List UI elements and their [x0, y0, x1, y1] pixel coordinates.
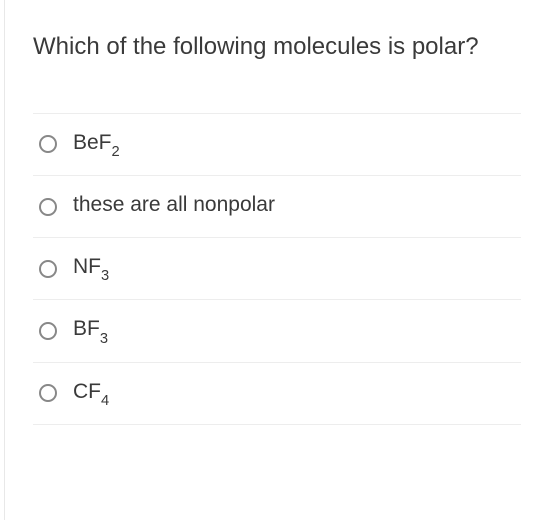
- radio-icon[interactable]: [39, 198, 57, 216]
- radio-icon[interactable]: [39, 322, 57, 340]
- radio-icon[interactable]: [39, 384, 57, 402]
- radio-icon[interactable]: [39, 135, 57, 153]
- option-row[interactable]: NF3: [33, 237, 521, 299]
- option-label: BF3: [73, 317, 108, 344]
- question-text: Which of the following molecules is pola…: [33, 30, 521, 65]
- option-label: BeF2: [73, 131, 120, 158]
- option-row[interactable]: these are all nonpolar: [33, 175, 521, 237]
- option-label: CF4: [73, 380, 109, 407]
- radio-icon[interactable]: [39, 260, 57, 278]
- question-container: Which of the following molecules is pola…: [4, 0, 549, 520]
- option-label: NF3: [73, 255, 109, 282]
- option-row[interactable]: BeF2: [33, 113, 521, 175]
- option-label: these are all nonpolar: [73, 193, 275, 220]
- option-row[interactable]: BF3: [33, 299, 521, 361]
- option-row[interactable]: CF4: [33, 362, 521, 425]
- options-list: BeF2 these are all nonpolar NF3 BF3 CF4: [33, 113, 521, 425]
